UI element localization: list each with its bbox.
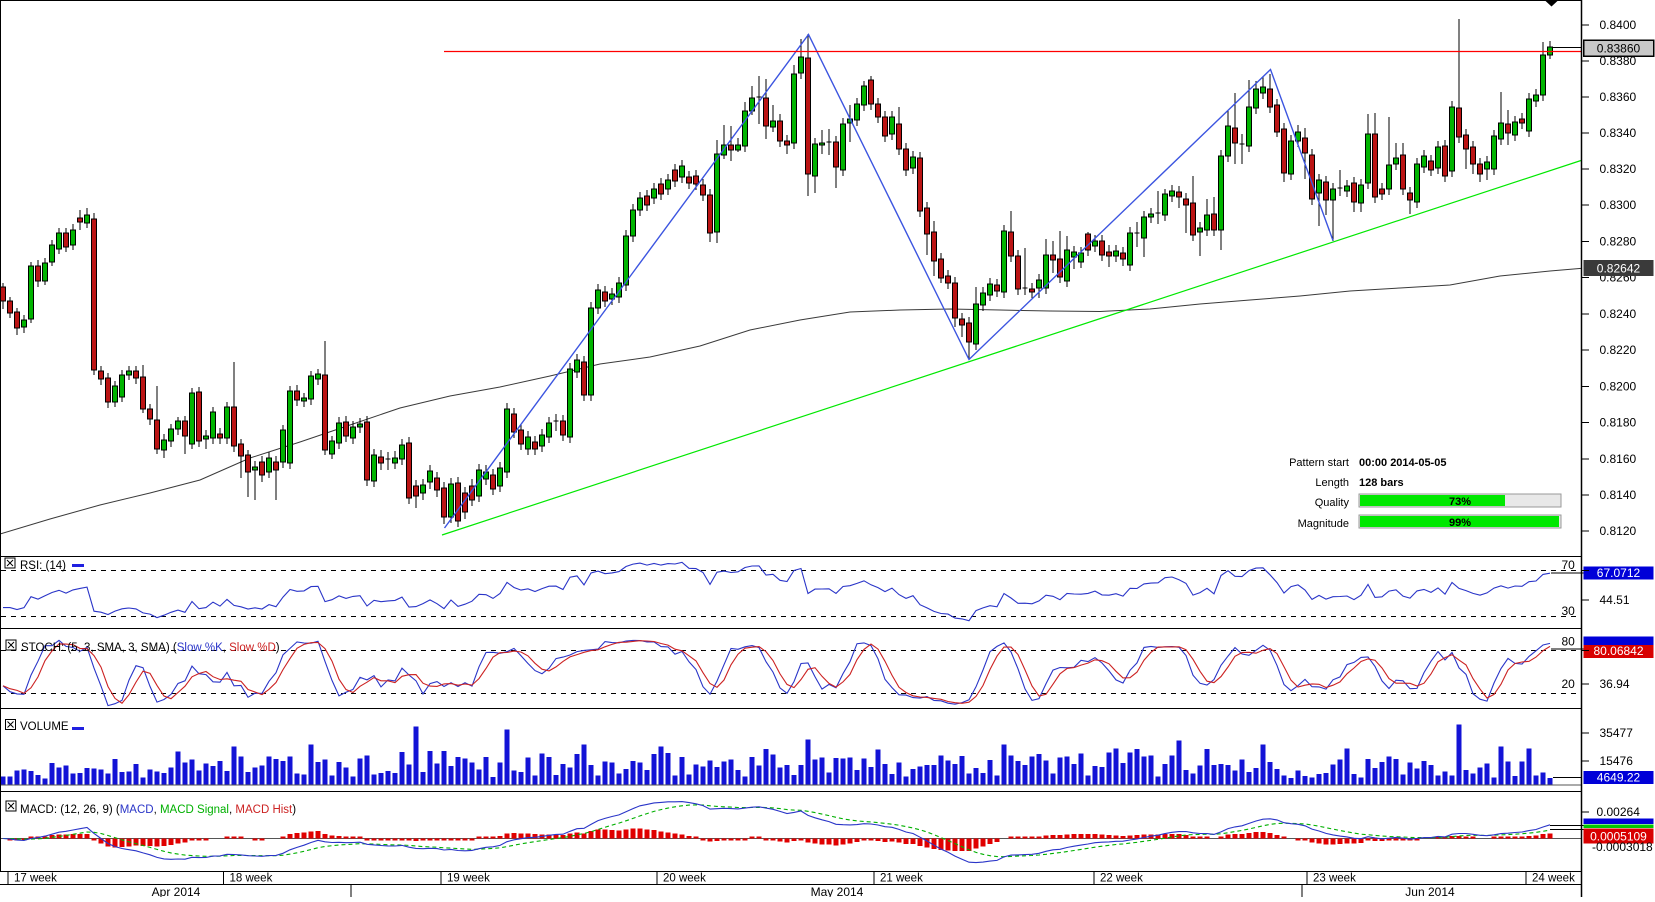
svg-text:17 week: 17 week <box>14 873 57 885</box>
svg-text:0.8380: 0.8380 <box>1600 54 1637 68</box>
svg-text:Jun 2014: Jun 2014 <box>1405 885 1455 897</box>
svg-text:RSI: (14): RSI: (14) <box>20 560 66 572</box>
svg-text:0.83860: 0.83860 <box>1597 42 1641 56</box>
svg-text:22 week: 22 week <box>1100 873 1143 885</box>
svg-text:35477: 35477 <box>1600 726 1634 740</box>
svg-text:18 week: 18 week <box>230 873 273 885</box>
svg-text:-0.0003018: -0.0003018 <box>1592 840 1653 854</box>
svg-text:70: 70 <box>1562 558 1576 572</box>
svg-text:44.51: 44.51 <box>1600 593 1630 607</box>
svg-text:MACD: (12, 26, 9) (MACD, MACD: MACD: (12, 26, 9) (MACD, MACD Signal, MA… <box>20 804 296 816</box>
svg-text:0.8400: 0.8400 <box>1600 18 1637 32</box>
svg-text:36.94: 36.94 <box>1600 677 1630 691</box>
svg-text:80.06842: 80.06842 <box>1593 644 1643 658</box>
svg-text:67.0712: 67.0712 <box>1597 566 1641 580</box>
svg-text:May 2014: May 2014 <box>811 885 864 897</box>
svg-text:0.82642: 0.82642 <box>1597 262 1641 276</box>
svg-text:0.8120: 0.8120 <box>1600 524 1637 538</box>
svg-text:19 week: 19 week <box>447 873 490 885</box>
svg-text:00:00 2014-05-05: 00:00 2014-05-05 <box>1359 457 1446 469</box>
svg-text:0.8340: 0.8340 <box>1600 126 1637 140</box>
svg-text:0.00264: 0.00264 <box>1597 805 1641 819</box>
svg-text:15476: 15476 <box>1600 754 1634 768</box>
svg-text:0.8240: 0.8240 <box>1600 307 1637 321</box>
svg-text:21 week: 21 week <box>880 873 923 885</box>
svg-text:4649.22: 4649.22 <box>1597 771 1641 785</box>
svg-text:0.8140: 0.8140 <box>1600 488 1637 502</box>
svg-text:0.8360: 0.8360 <box>1600 90 1637 104</box>
svg-text:0.8280: 0.8280 <box>1600 235 1637 249</box>
svg-text:0.8320: 0.8320 <box>1600 162 1637 176</box>
svg-text:Pattern start: Pattern start <box>1289 457 1349 469</box>
svg-text:73%: 73% <box>1449 496 1471 508</box>
svg-text:30: 30 <box>1562 604 1576 618</box>
svg-text:0.8300: 0.8300 <box>1600 198 1637 212</box>
svg-text:Magnitude: Magnitude <box>1298 518 1349 530</box>
svg-text:23 week: 23 week <box>1313 873 1356 885</box>
svg-text:0.8200: 0.8200 <box>1600 379 1637 393</box>
svg-text:128 bars: 128 bars <box>1359 477 1404 489</box>
svg-text:0.8180: 0.8180 <box>1600 416 1637 430</box>
svg-text:Length: Length <box>1315 477 1349 489</box>
svg-text:0.8220: 0.8220 <box>1600 343 1637 357</box>
svg-text:0.8160: 0.8160 <box>1600 452 1637 466</box>
svg-text:24 week: 24 week <box>1532 873 1575 885</box>
svg-text:Quality: Quality <box>1315 497 1350 509</box>
svg-text:20: 20 <box>1562 677 1576 691</box>
svg-text:STOCH: (5, 3, SMA, 3, SMA) (Sl: STOCH: (5, 3, SMA, 3, SMA) (Slow %K, Slo… <box>21 642 280 654</box>
svg-text:99%: 99% <box>1449 517 1471 529</box>
svg-text:80: 80 <box>1562 635 1576 649</box>
svg-text:VOLUME: VOLUME <box>20 721 69 733</box>
svg-text:Apr 2014: Apr 2014 <box>152 885 201 897</box>
svg-text:20 week: 20 week <box>663 873 706 885</box>
svg-text:0.0005109: 0.0005109 <box>1590 830 1647 844</box>
